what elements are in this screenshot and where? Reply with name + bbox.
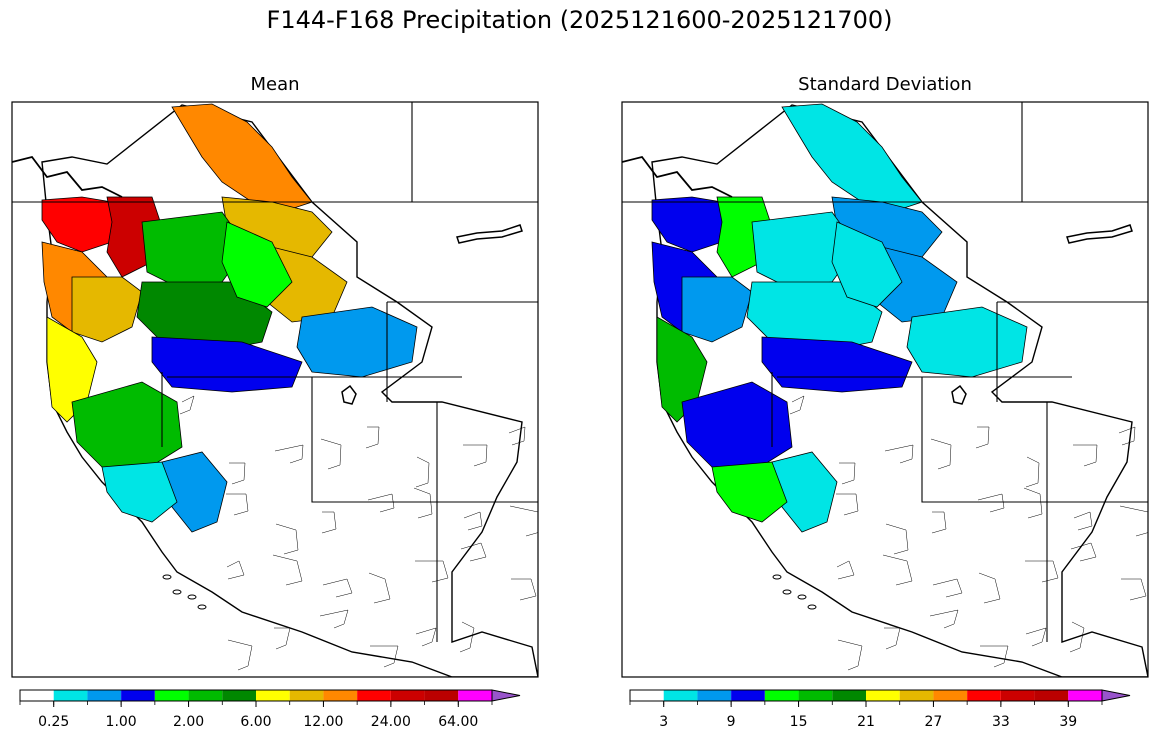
colorbar-segment [832,690,866,701]
colorbar-segment [188,690,223,701]
panel-title-stddev: Standard Deviation [798,74,972,95]
colorbar-segment [933,690,968,701]
colorbar-tick-label: 27 [925,714,943,730]
colorbar-segment [967,690,1001,701]
colorbar-segment [458,690,492,701]
colorbar-segment [53,690,88,701]
reservoir [1066,224,1133,244]
lake [951,384,967,405]
basin-great-basin-north [761,336,913,393]
colorbar-segment [663,690,698,701]
colorbar-tick-label: 2.00 [173,714,204,730]
colorbar-segment [697,690,732,701]
island [162,574,172,580]
figure-title: F144-F168 Precipitation (2025121600-2025… [266,6,893,34]
panel-title-mean: Mean [250,74,300,95]
colorbar-tick-label: 1.00 [106,714,137,730]
island [782,589,792,595]
basin-central-idaho [831,221,903,308]
colorbar-tick-label: 64.00 [438,714,478,730]
colorbar-tick-label: 0.25 [38,714,69,730]
colorbar-segment [1068,690,1102,701]
colorbar-segment [764,690,799,701]
colorbar-segment [424,690,459,701]
island [807,604,817,610]
colorbar-tick-label: 33 [992,714,1010,730]
basin-great-basin-north [151,336,303,393]
colorbar-tick-label: 6.00 [240,714,271,730]
colorbar-segment [222,690,256,701]
map-frame [621,101,1149,678]
colorbar-tick-label: 9 [727,714,736,730]
island [197,604,207,610]
basin-central-california [101,461,178,523]
basin-boundaries [789,395,1148,671]
colorbar-segment [1034,690,1069,701]
colorbar-segment [121,690,155,701]
colorbar-segment [87,690,122,701]
colorbar-segment [154,690,189,701]
map-panel-mean [11,101,539,678]
basin-northern-california [71,381,183,473]
basin-sierra-nevada [161,451,228,533]
colorbar-segment [731,690,765,701]
island [172,589,182,595]
colorbar-tick-label: 21 [857,714,875,730]
colorbar-segment [256,690,290,701]
colorbar-stddev: 3 9 15 21 27 33 39 [629,689,1131,730]
basin-northern-california [681,381,793,473]
coastline [12,155,123,198]
coastline [622,155,733,198]
basin-boundaries [179,395,538,671]
colorbar-tick-label: 3 [659,714,668,730]
state-boundary [311,377,538,503]
colorbar-segment [866,690,900,701]
colorbar-extend-arrow [1101,689,1131,702]
island [772,574,782,580]
basin-central-idaho [221,221,293,308]
colorbar-tick-label: 39 [1059,714,1077,730]
colorbar-segment [357,690,391,701]
colorbar-tick-label: 12.00 [303,714,343,730]
basin-central-california [711,461,788,523]
basin-sierra-nevada [771,451,838,533]
state-boundary [921,377,1148,503]
colorbar-segment [390,690,425,701]
colorbar-segment [323,690,358,701]
colorbar-segment [630,690,664,701]
colorbar-segment [20,690,54,701]
basin-british-columbia-interior [171,103,313,213]
colorbar-mean: 0.25 1.00 2.00 6.00 12.00 24.00 64.00 [19,689,521,730]
colorbar-tick-label: 24.00 [371,714,411,730]
basin-british-columbia-interior [781,103,923,213]
map-frame [11,101,539,678]
island [187,594,197,600]
island [797,594,807,600]
colorbar-segment [899,690,934,701]
map-panel-stddev [621,101,1149,678]
colorbar-segment [289,690,324,701]
colorbar-tick-label: 15 [790,714,808,730]
colorbar-segment [1000,690,1035,701]
reservoir [456,224,523,244]
colorbar-segment [798,690,833,701]
colorbar-extend-arrow [491,689,521,702]
lake [341,384,357,405]
